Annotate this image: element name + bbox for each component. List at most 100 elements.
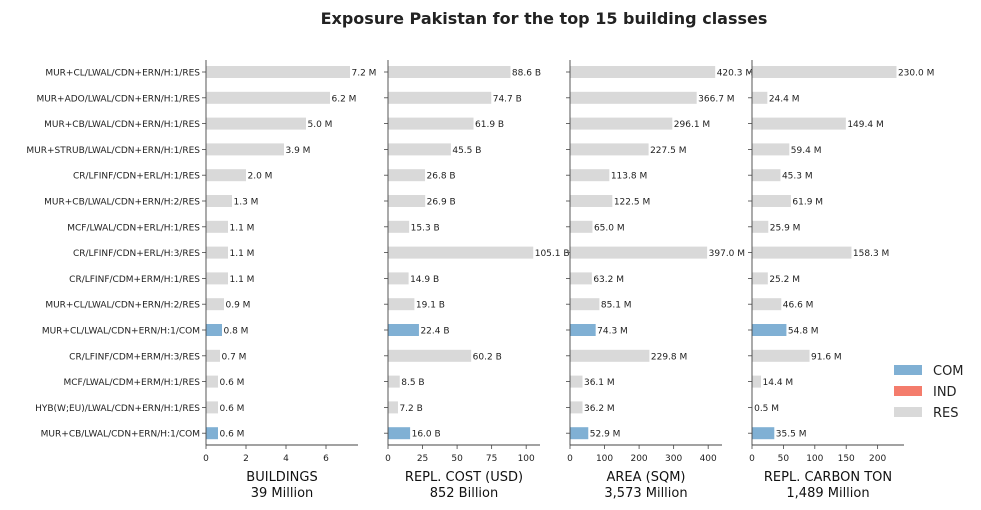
value-label: 5.0 M [308, 120, 333, 130]
bar [752, 91, 768, 104]
value-label: 0.6 M [220, 404, 245, 414]
x-tick-label: 0 [385, 454, 391, 464]
value-label: 19.1 B [416, 301, 445, 311]
value-label: 65.0 M [594, 223, 625, 233]
panel: 7.2 M 6.2 M 5.0 M 3.9 M 2.0 M 1.3 M 1.1 M 1.1 M… [202, 60, 376, 501]
bar [570, 298, 600, 311]
bar [752, 117, 846, 130]
x-axis-total: 852 Billion [430, 486, 499, 501]
bar [570, 324, 596, 336]
x-tick-label: 400 [700, 454, 717, 464]
x-tick-label: 100 [518, 454, 535, 464]
value-label: 45.3 M [782, 172, 813, 182]
bar [206, 117, 306, 130]
bar [388, 272, 409, 285]
bar [206, 246, 228, 259]
bar [752, 66, 897, 78]
bar [752, 195, 791, 207]
value-label: 0.8 M [224, 327, 249, 337]
bar [752, 220, 769, 233]
category-labels: MUR+CL/LWAL/CDN+ERN/H:1/RES MUR+ADO/LWAL/… [26, 69, 200, 440]
panel: 230.0 M 24.4 M 149.4 M 59.4 M 45.3 M 61.9 M 25… [748, 60, 934, 501]
bar [206, 143, 284, 156]
category-label: MUR+CL/LWAL/CDN+ERN/H:1/RES [45, 69, 200, 79]
bar [388, 349, 472, 362]
value-label: 0.7 M [222, 352, 247, 362]
value-label: 122.5 M [614, 198, 650, 208]
bar [206, 91, 330, 104]
bar [388, 117, 474, 130]
x-tick-label: 200 [630, 454, 647, 464]
bar [206, 401, 218, 414]
value-label: 1.1 M [230, 249, 255, 259]
bar [388, 66, 511, 78]
value-label: 14.4 M [763, 378, 794, 388]
bar [206, 349, 220, 362]
bar [206, 324, 222, 336]
value-label: 0.9 M [226, 301, 251, 311]
bar [206, 427, 218, 440]
value-label: 52.9 M [590, 430, 621, 440]
category-label: MUR+CB/LWAL/CDN+ERN/H:2/RES [44, 198, 200, 208]
bar [388, 91, 492, 104]
x-axis-total: 39 Million [251, 486, 314, 501]
category-label: MUR+CL/LWAL/CDN+ERN/H:1/COM [42, 327, 200, 337]
bar [570, 246, 708, 259]
value-label: 61.9 M [792, 198, 823, 208]
x-tick-label: 25 [417, 454, 428, 464]
legend: COM IND RES [894, 364, 964, 421]
bar [570, 195, 613, 207]
value-label: 1.3 M [234, 198, 259, 208]
bar [388, 195, 426, 207]
x-axis-label: REPL. CARBON TON [764, 470, 892, 485]
bar [752, 272, 768, 285]
bar [570, 272, 592, 285]
x-axis-label: AREA (SQM) [606, 470, 685, 485]
bar [388, 220, 410, 233]
x-tick-label: 200 [869, 454, 886, 464]
value-label: 230.0 M [898, 69, 934, 79]
value-label: 91.6 M [811, 352, 842, 362]
value-label: 1.1 M [230, 223, 255, 233]
bar [570, 427, 589, 440]
bar [570, 117, 673, 130]
value-label: 0.6 M [220, 430, 245, 440]
x-tick-label: 50 [778, 454, 790, 464]
value-label: 1.1 M [230, 275, 255, 285]
bar [206, 272, 228, 285]
legend-item: IND [894, 385, 957, 400]
category-label: MUR+CB/LWAL/CDN+ERN/H:1/COM [41, 430, 200, 440]
bar [752, 246, 852, 259]
value-label: 0.6 M [220, 378, 245, 388]
value-label: 25.2 M [769, 275, 800, 285]
value-label: 7.2 M [352, 69, 377, 79]
panel: 420.3 M 366.7 M 296.1 M 227.5 M 113.8 M 122.5… [566, 60, 753, 501]
category-label: MUR+STRUB/LWAL/CDN+ERN/H:1/RES [26, 146, 200, 156]
value-label: 63.2 M [593, 275, 624, 285]
value-label: 74.3 M [597, 327, 628, 337]
value-label: 15.3 B [411, 223, 440, 233]
bar [570, 349, 650, 362]
value-label: 3.9 M [286, 146, 311, 156]
value-label: 26.9 B [427, 198, 456, 208]
value-label: 158.3 M [853, 249, 889, 259]
category-label: MCF/LWAL/CDM+ERM/H:1/RES [63, 378, 200, 388]
bar [388, 298, 415, 311]
value-label: 60.2 B [473, 352, 502, 362]
value-label: 85.1 M [601, 301, 632, 311]
value-label: 6.2 M [332, 94, 357, 104]
value-label: 227.5 M [650, 146, 686, 156]
bar [752, 143, 790, 156]
value-label: 35.5 M [776, 430, 807, 440]
value-label: 229.8 M [651, 352, 687, 362]
legend-label: COM [933, 364, 964, 379]
category-label: MCF/LWAL/CDN+ERL/H:1/RES [67, 223, 200, 233]
value-label: 26.8 B [427, 172, 456, 182]
legend-label: IND [933, 385, 957, 400]
value-label: 16.0 B [412, 430, 441, 440]
legend-swatch [894, 407, 922, 417]
x-tick-label: 50 [451, 454, 463, 464]
bar [570, 66, 716, 78]
legend-item: RES [894, 406, 959, 421]
value-label: 105.1 B [535, 249, 570, 259]
